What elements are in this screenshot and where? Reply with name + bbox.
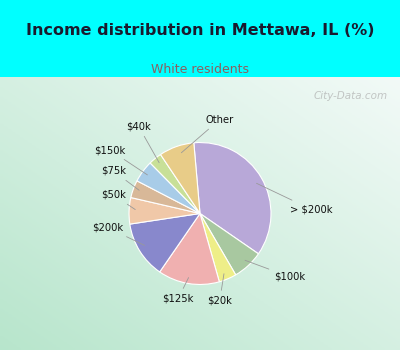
Text: $150k: $150k [94, 145, 148, 175]
Wedge shape [130, 214, 200, 272]
Wedge shape [131, 181, 200, 214]
Text: Other: Other [181, 114, 234, 153]
Wedge shape [150, 154, 200, 214]
Text: > $200k: > $200k [256, 183, 332, 214]
Text: $20k: $20k [207, 274, 232, 306]
Text: $40k: $40k [126, 121, 159, 163]
Wedge shape [160, 143, 200, 214]
Wedge shape [194, 142, 271, 254]
Text: City-Data.com: City-Data.com [314, 91, 388, 101]
Text: $75k: $75k [101, 166, 139, 190]
Text: White residents: White residents [151, 63, 249, 76]
Text: $200k: $200k [92, 223, 144, 245]
Wedge shape [200, 214, 236, 282]
Wedge shape [200, 214, 258, 275]
Wedge shape [137, 163, 200, 214]
Text: $50k: $50k [101, 190, 135, 210]
Text: $125k: $125k [162, 278, 194, 304]
Wedge shape [160, 214, 219, 285]
Text: $100k: $100k [245, 260, 305, 282]
Text: Income distribution in Mettawa, IL (%): Income distribution in Mettawa, IL (%) [26, 22, 374, 37]
Wedge shape [129, 197, 200, 224]
